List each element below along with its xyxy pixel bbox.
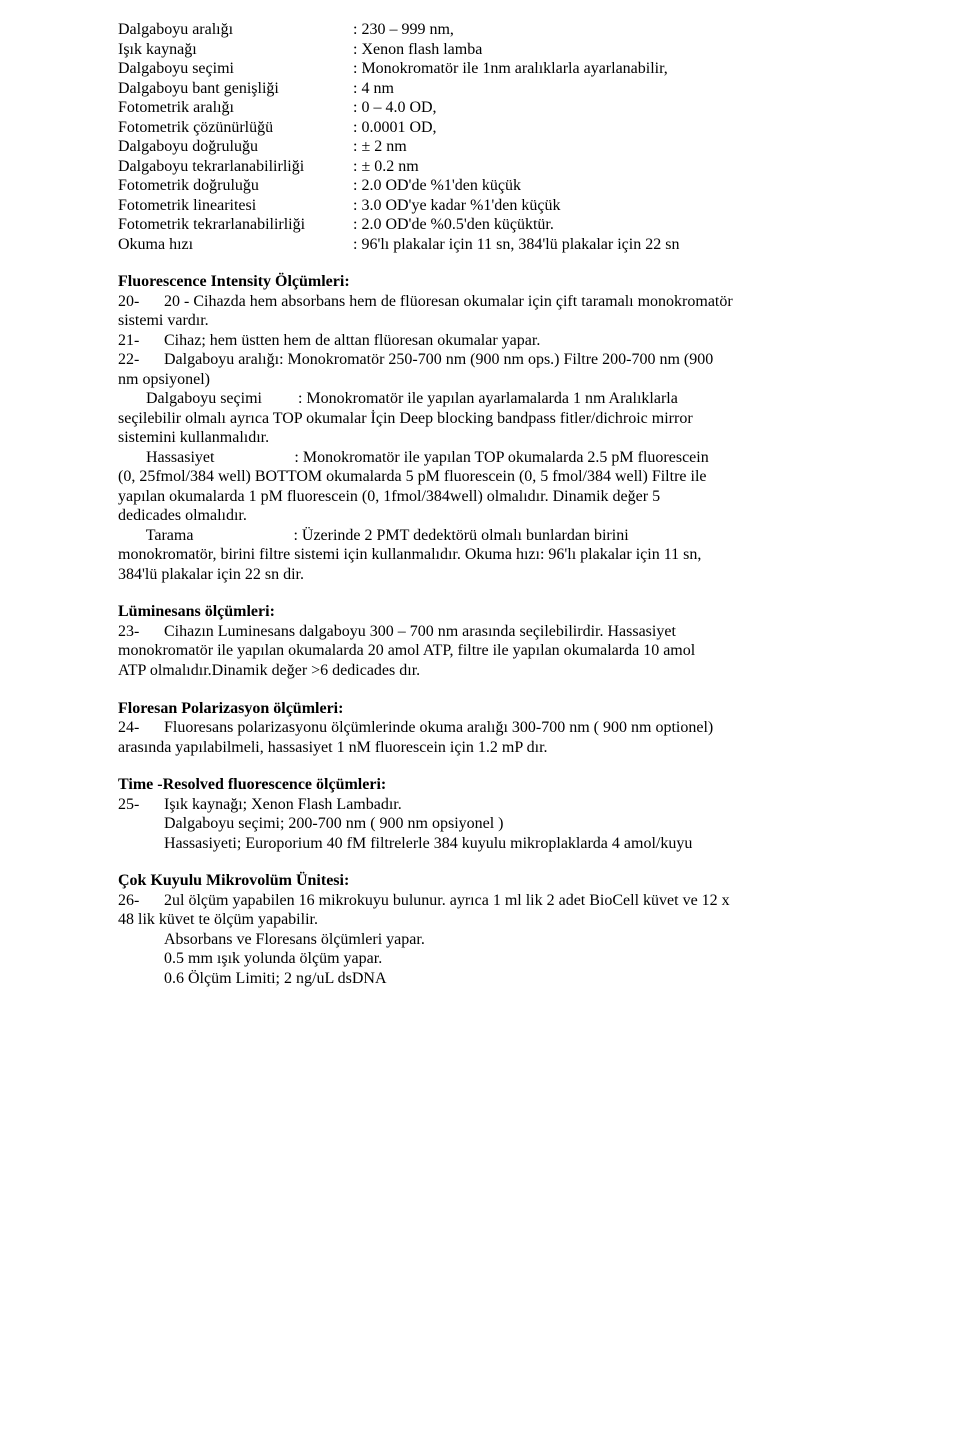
- spec-row: Dalgaboyu tekrarlanabilirliği: ± 0.2 nm: [118, 157, 872, 177]
- list-number: 25-: [118, 795, 164, 815]
- mikrovolum-heading: Çok Kuyulu Mikrovolüm Ünitesi:: [118, 871, 872, 891]
- body-text: monokromatör, birini filtre sistemi için…: [118, 545, 872, 565]
- spec-row: Dalgaboyu aralığı: 230 – 999 nm,: [118, 20, 872, 40]
- body-text: ATP olmalıdır.Dinamik değer >6 dedicades…: [118, 661, 872, 681]
- spec-label: Okuma hızı: [118, 235, 353, 255]
- spec-row: Fotometrik tekrarlanabilirliği: 2.0 OD'd…: [118, 215, 872, 235]
- list-number: 22-: [118, 350, 164, 370]
- spec-label: Dalgaboyu doğruluğu: [118, 137, 353, 157]
- spec-label: Fotometrik doğruluğu: [118, 176, 353, 196]
- fluorescence-heading: Fluorescence Intensity Ölçümleri:: [118, 272, 872, 292]
- spec-value: : Xenon flash lamba: [353, 40, 872, 60]
- list-text: 2ul ölçüm yapabilen 16 mikrokuyu bulunur…: [164, 891, 872, 911]
- spec-row: Dalgaboyu doğruluğu: ± 2 nm: [118, 137, 872, 157]
- list-item-20: 20- 20 - Cihazda hem absorbans hem de fl…: [118, 292, 872, 312]
- body-text: nm opsiyonel): [118, 370, 872, 390]
- list-number: 24-: [118, 718, 164, 738]
- list-text: Işık kaynağı; Xenon Flash Lambadır.: [164, 795, 872, 815]
- body-text: Dalgaboyu seçimi : Monokromatör ile yapı…: [118, 389, 872, 409]
- luminesans-heading: Lüminesans ölçümleri:: [118, 602, 872, 622]
- list-item-25: 25- Işık kaynağı; Xenon Flash Lambadır.: [118, 795, 872, 815]
- list-text: Fluoresans polarizasyonu ölçümlerinde ok…: [164, 718, 872, 738]
- body-text: 0.5 mm ışık yolunda ölçüm yapar.: [118, 949, 872, 969]
- list-item-26: 26- 2ul ölçüm yapabilen 16 mikrokuyu bul…: [118, 891, 872, 911]
- list-item-21: 21- Cihaz; hem üstten hem de alttan flüo…: [118, 331, 872, 351]
- spec-value: : 3.0 OD'ye kadar %1'den küçük: [353, 196, 872, 216]
- body-text: sistemi vardır.: [118, 311, 872, 331]
- body-text: (0, 25fmol/384 well) BOTTOM okumalarda 5…: [118, 467, 872, 487]
- spec-row: Fotometrik çözünürlüğü: 0.0001 OD,: [118, 118, 872, 138]
- spec-value: : 4 nm: [353, 79, 872, 99]
- spec-value: : 2.0 OD'de %0.5'den küçüktür.: [353, 215, 872, 235]
- list-number: 21-: [118, 331, 164, 351]
- body-text: arasında yapılabilmeli, hassasiyet 1 nM …: [118, 738, 872, 758]
- floresan-heading: Floresan Polarizasyon ölçümleri:: [118, 699, 872, 719]
- spec-row: Fotometrik linearitesi: 3.0 OD'ye kadar …: [118, 196, 872, 216]
- spec-label: Fotometrik tekrarlanabilirliği: [118, 215, 353, 235]
- spec-label: Dalgaboyu tekrarlanabilirliği: [118, 157, 353, 177]
- body-text: Dalgaboyu seçimi; 200-700 nm ( 900 nm op…: [118, 814, 872, 834]
- spec-row: Fotometrik doğruluğu: 2.0 OD'de %1'den k…: [118, 176, 872, 196]
- spec-row: Dalgaboyu bant genişliği: 4 nm: [118, 79, 872, 99]
- list-item-23: 23- Cihazın Luminesans dalgaboyu 300 – 7…: [118, 622, 872, 642]
- body-text: monokromatör ile yapılan okumalarda 20 a…: [118, 641, 872, 661]
- spec-row: Dalgaboyu seçimi: Monokromatör ile 1nm a…: [118, 59, 872, 79]
- spec-row: Işık kaynağı: Xenon flash lamba: [118, 40, 872, 60]
- spec-value: : 96'lı plakalar için 11 sn, 384'lü plak…: [353, 235, 872, 255]
- spec-value: : 0 – 4.0 OD,: [353, 98, 872, 118]
- list-number: 26-: [118, 891, 164, 911]
- spec-label: Dalgaboyu seçimi: [118, 59, 353, 79]
- list-text: Dalgaboyu aralığı: Monokromatör 250-700 …: [164, 350, 872, 370]
- spec-value: : ± 2 nm: [353, 137, 872, 157]
- body-text: sistemini kullanmalıdır.: [118, 428, 872, 448]
- list-text: Cihazın Luminesans dalgaboyu 300 – 700 n…: [164, 622, 872, 642]
- list-number: 23-: [118, 622, 164, 642]
- spec-value: : 2.0 OD'de %1'den küçük: [353, 176, 872, 196]
- spec-label: Dalgaboyu aralığı: [118, 20, 353, 40]
- spec-value: : Monokromatör ile 1nm aralıklarla ayarl…: [353, 59, 872, 79]
- spec-label: Işık kaynağı: [118, 40, 353, 60]
- body-text: Absorbans ve Floresans ölçümleri yapar.: [118, 930, 872, 950]
- body-text: seçilebilir olmalı ayrıca TOP okumalar İ…: [118, 409, 872, 429]
- body-text: Hassasiyeti; Europorium 40 fM filtrelerl…: [118, 834, 872, 854]
- list-number: 20-: [118, 292, 164, 312]
- list-item-22: 22- Dalgaboyu aralığı: Monokromatör 250-…: [118, 350, 872, 370]
- spec-row: Fotometrik aralığı: 0 – 4.0 OD,: [118, 98, 872, 118]
- spec-label: Fotometrik aralığı: [118, 98, 353, 118]
- spec-value: : 230 – 999 nm,: [353, 20, 872, 40]
- spec-value: : 0.0001 OD,: [353, 118, 872, 138]
- body-text: yapılan okumalarda 1 pM fluorescein (0, …: [118, 487, 872, 507]
- list-text: Cihaz; hem üstten hem de alttan flüoresa…: [164, 331, 872, 351]
- body-text: 0.6 Ölçüm Limiti; 2 ng/uL dsDNA: [118, 969, 872, 989]
- body-text: 384'lü plakalar için 22 sn dir.: [118, 565, 872, 585]
- body-text: Tarama : Üzerinde 2 PMT dedektörü olmalı…: [118, 526, 872, 546]
- document-page: Dalgaboyu aralığı: 230 – 999 nm, Işık ka…: [0, 0, 960, 1448]
- body-text: dedicades olmalıdır.: [118, 506, 872, 526]
- list-item-24: 24- Fluoresans polarizasyonu ölçümlerind…: [118, 718, 872, 738]
- spec-label: Fotometrik çözünürlüğü: [118, 118, 353, 138]
- spec-label: Fotometrik linearitesi: [118, 196, 353, 216]
- spec-label: Dalgaboyu bant genişliği: [118, 79, 353, 99]
- timeresolved-heading: Time -Resolved fluorescence ölçümleri:: [118, 775, 872, 795]
- spec-row: Okuma hızı: 96'lı plakalar için 11 sn, 3…: [118, 235, 872, 255]
- spec-table: Dalgaboyu aralığı: 230 – 999 nm, Işık ka…: [118, 20, 872, 254]
- spec-value: : ± 0.2 nm: [353, 157, 872, 177]
- body-text: 48 lik küvet te ölçüm yapabilir.: [118, 910, 872, 930]
- list-text: 20 - Cihazda hem absorbans hem de flüore…: [164, 292, 872, 312]
- body-text: Hassasiyet : Monokromatör ile yapılan TO…: [118, 448, 872, 468]
